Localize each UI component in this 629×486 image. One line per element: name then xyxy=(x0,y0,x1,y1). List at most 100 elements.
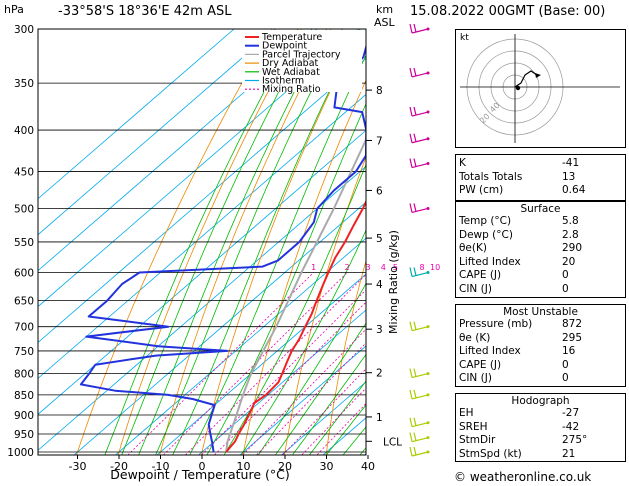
isotherm-line xyxy=(363,453,366,455)
dry-adiabat-line xyxy=(117,29,302,455)
index-value: 872 xyxy=(562,318,583,330)
wind-barb xyxy=(413,203,417,212)
wet-adiabat-line xyxy=(274,322,366,455)
hodograph-table-box: Hodograph EH -27 SREH -42 StmDir 275° StmSpd (… xyxy=(455,393,626,463)
index-row: SREH -42 xyxy=(456,421,625,435)
wind-barb xyxy=(411,162,429,169)
mixing-ratio-line xyxy=(127,272,314,455)
pressure-tick-label: 450 xyxy=(14,166,34,178)
wind-barb xyxy=(413,106,417,116)
index-label: Totals Totals xyxy=(459,170,523,183)
index-row: Totals Totals 13 xyxy=(456,171,625,185)
wind-barb xyxy=(409,158,413,168)
wet-adiabat-line xyxy=(308,380,366,455)
x-tick-label: 10 xyxy=(237,460,251,473)
index-label: θe (K) xyxy=(459,331,491,344)
wind-barb-dot xyxy=(426,271,430,275)
mixing-ratio-label: 1 xyxy=(311,263,316,272)
index-row: CAPE (J) 0 xyxy=(456,269,625,283)
isotherm-line xyxy=(114,237,366,455)
wind-barb xyxy=(411,326,429,332)
mixing-ratio-axis-title: Mixing Ratio (g/kg) xyxy=(387,230,400,334)
surface-title: Surface xyxy=(520,203,561,215)
index-label: Lifted Index xyxy=(459,255,521,268)
mixing-ratio-label: 10 xyxy=(430,263,440,272)
index-row: K -41 xyxy=(456,157,625,171)
wind-barb xyxy=(409,203,413,213)
isotherm-line xyxy=(197,309,366,455)
mixing-ratio-line xyxy=(201,289,366,455)
km-label: km xyxy=(376,3,394,16)
wet-adiabat-line xyxy=(155,29,343,455)
isotherm-line xyxy=(38,29,235,200)
wet-adiabat-line xyxy=(121,29,313,455)
wind-barb xyxy=(413,321,417,330)
isotherm-line xyxy=(239,345,366,455)
x-axis: -30 -20 -10 0 10 20 30 40 xyxy=(69,455,375,473)
pressure-tick-label: 800 xyxy=(14,369,34,381)
datetime-title: 15.08.2022 00GMT (Base: 00) xyxy=(410,4,606,19)
x-tick-label: -10 xyxy=(152,460,170,473)
index-value: 0 xyxy=(562,282,569,295)
wet-adiabat-line xyxy=(206,102,366,455)
x-axis-title: Dewpoint / Temperature (°C) xyxy=(110,467,289,482)
isotherm-line xyxy=(38,57,366,344)
index-value: 5.8 xyxy=(562,215,579,227)
surface-box: Surface Temp (°C) 5.8 Dewp (°C) 2.8 θe(K) 290… xyxy=(455,201,626,298)
wet-adiabat-line xyxy=(325,404,366,455)
wind-barb-dot xyxy=(426,162,430,166)
legend-label: Wet Adiabat xyxy=(262,67,320,78)
copyright: © weatheronline.co.uk xyxy=(454,470,592,484)
hodograph-unit: kt xyxy=(460,33,469,43)
wind-barb-dot xyxy=(426,137,430,141)
wet-adiabat-line xyxy=(138,29,328,455)
index-label: StmDir xyxy=(459,434,496,447)
dry-adiabat-line xyxy=(409,29,456,469)
index-value: 2.8 xyxy=(562,228,579,241)
index-label: StmSpd (kt) xyxy=(459,447,522,460)
pressure-tick-label: 1000 xyxy=(7,447,34,459)
wind-barb xyxy=(413,417,417,426)
index-row: Pressure (mb) 872 xyxy=(456,318,625,332)
wind-barb xyxy=(409,133,413,143)
index-label: SREH xyxy=(459,420,488,433)
wet-adiabat-line xyxy=(189,54,366,455)
wind-barb xyxy=(411,72,429,78)
pressure-tick-label: 750 xyxy=(14,346,34,358)
hodograph-storm-motion xyxy=(515,85,521,91)
temperature-line xyxy=(225,199,366,453)
index-value: 0 xyxy=(562,269,569,282)
isotherm-line xyxy=(156,273,366,455)
index-row: CAPE (J) 0 xyxy=(456,359,625,373)
mixing-ratio-line xyxy=(256,342,366,455)
index-row: CIN (J) 0 xyxy=(456,372,625,386)
profiles xyxy=(79,43,366,453)
index-value: 21 xyxy=(562,447,576,460)
wind-barbs xyxy=(409,23,430,457)
wind-barb xyxy=(411,28,429,34)
wind-barb xyxy=(409,432,413,442)
isotherm-line xyxy=(38,29,276,236)
km-tick-label: 1 xyxy=(376,412,383,424)
pressure-tick-label: 600 xyxy=(14,268,34,280)
wind-barb xyxy=(409,23,413,34)
index-row: StmDir 275° xyxy=(456,434,625,448)
index-row: θe(K) 290 xyxy=(456,242,625,256)
wind-barb xyxy=(411,207,429,214)
isotherm-line xyxy=(73,201,366,455)
wind-barb-dot xyxy=(426,110,430,114)
mixing-ratio-line xyxy=(162,272,348,455)
mixing-ratio-label: 2 xyxy=(345,263,350,272)
most-unstable-box: Most Unstable Pressure (mb) 872 θe (K) 295 L… xyxy=(455,304,626,387)
legend-label: Parcel Trajectory xyxy=(262,49,341,60)
index-label: θe(K) xyxy=(459,242,487,255)
x-tick-label: -30 xyxy=(69,460,87,473)
dry-adiabat-line xyxy=(76,29,273,455)
legend-background xyxy=(242,30,362,92)
mixing-ratio-label: 5 xyxy=(393,263,398,272)
x-tick-label: 20 xyxy=(278,460,292,473)
index-value: 295 xyxy=(562,331,583,344)
lcl-label: LCL xyxy=(383,436,402,448)
